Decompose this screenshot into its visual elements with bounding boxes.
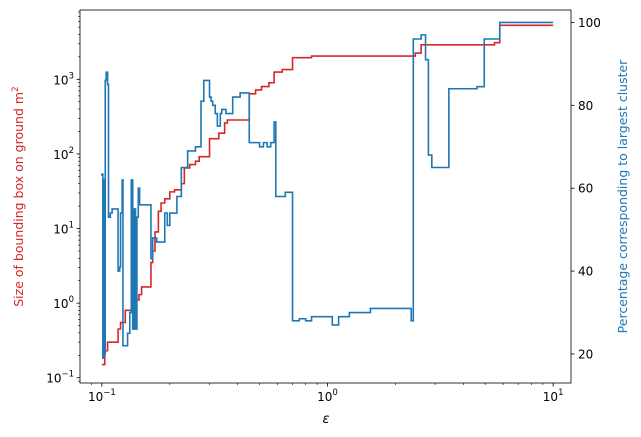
x-axis-label: ε [322, 412, 329, 427]
left-tick-label: 10−1 [46, 370, 74, 386]
left-tick-label: 100 [53, 295, 74, 311]
left-axis-label-sup: 2 [11, 86, 21, 92]
right-tick-label: 60 [578, 182, 593, 196]
left-tick-label-base: 10 [53, 73, 68, 87]
x-tick-label: 10−1 [88, 388, 116, 404]
left-tick-label: 101 [53, 221, 74, 237]
right-tick-label: 100 [578, 16, 601, 30]
left-tick-label-exp: −1 [61, 370, 74, 380]
left-tick-label-exp: 1 [69, 221, 74, 231]
series-layer [101, 21, 554, 366]
right-tick-label: 40 [578, 265, 593, 279]
left-tick-label-exp: 3 [69, 71, 74, 81]
left-tick-label-exp: 2 [69, 146, 74, 156]
x-tick-label-base: 10 [317, 390, 332, 404]
x-tick-label-base: 10 [88, 390, 103, 404]
left-tick-label: 102 [53, 146, 74, 162]
left-axis-label: Size of bounding box on ground m2 [11, 86, 26, 307]
right-tick-label: 80 [578, 99, 593, 113]
left-tick-label-base: 10 [46, 372, 61, 386]
right-axis-ticks: 20 40 60 80 100 [571, 16, 601, 361]
left-axis-label-text: Size of bounding box on ground m [11, 92, 26, 307]
x-tick-label-exp: 0 [332, 388, 337, 398]
left-tick-label-base: 10 [53, 297, 68, 311]
left-tick-label-base: 10 [53, 148, 68, 162]
left-tick-label-exp: 0 [69, 295, 74, 305]
x-tick-label-exp: −1 [103, 388, 116, 398]
plot-frame [79, 9, 572, 384]
x-tick-label: 101 [543, 388, 564, 404]
x-tick-label-exp: 1 [558, 388, 563, 398]
left-tick-label: 103 [53, 71, 74, 87]
right-tick-label: 20 [578, 347, 593, 361]
largest-cluster-percentage-line [101, 21, 554, 359]
right-axis-label: Percentage corresponding to largest clus… [615, 59, 630, 333]
bounding-box-size-line [101, 24, 554, 366]
left-tick-label-base: 10 [53, 223, 68, 237]
x-tick-label-base: 10 [543, 390, 558, 404]
x-axis-ticks: 10−1 100 101 [88, 383, 564, 404]
x-tick-label: 100 [317, 388, 338, 404]
